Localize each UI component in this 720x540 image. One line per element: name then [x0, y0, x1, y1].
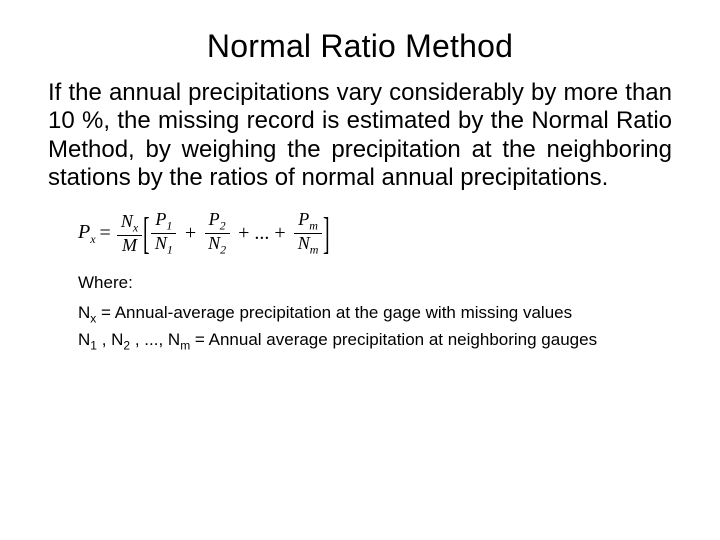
where-label: Where: — [78, 271, 672, 296]
def-nlist: N1 , N2 , ..., Nm = Annual average preci… — [78, 328, 672, 355]
formula-block: Px = Nx M [ P1 N1 + P2 N2 + ... + Pm Nm … — [78, 210, 672, 257]
coef-den: M — [118, 236, 141, 256]
def-nx: Nx = Annual-average precipitation at the… — [78, 301, 672, 328]
coef-den-var: M — [122, 235, 137, 255]
lhs: Px — [78, 221, 96, 247]
sep2: , ..., — [130, 330, 168, 349]
plus-1: + — [185, 222, 196, 245]
coef-fraction: Nx M — [117, 212, 142, 256]
tm-den-var: N — [298, 233, 310, 253]
right-bracket-icon: ] — [323, 212, 330, 256]
tm-num-var: P — [298, 209, 309, 229]
term-1: P1 N1 — [151, 210, 177, 257]
term-2: P2 N2 — [204, 210, 230, 257]
coef-num-var: N — [121, 211, 133, 231]
description-paragraph: If the annual precipitations vary consid… — [48, 79, 672, 192]
t2-den-var: N — [208, 233, 220, 253]
t2-num-sub: 2 — [220, 219, 226, 233]
lhs-sub: x — [90, 232, 95, 246]
nx-text: = Annual-average precipitation at the ga… — [96, 303, 572, 322]
n1-var: N — [78, 330, 90, 349]
t1-den-var: N — [155, 233, 167, 253]
term-m: Pm Nm — [294, 210, 323, 257]
formula-equation: Px = Nx M [ P1 N1 + P2 N2 + ... + Pm Nm … — [78, 210, 672, 257]
nx-var: N — [78, 303, 90, 322]
nm-var: N — [168, 330, 180, 349]
t2-den-sub: 2 — [220, 243, 226, 257]
equals-sign: = — [100, 222, 111, 245]
lhs-var: P — [78, 221, 90, 243]
tm-num-sub: m — [309, 219, 318, 233]
t1-num-sub: 1 — [166, 219, 172, 233]
n2-var: N — [111, 330, 123, 349]
sep1: , — [97, 330, 111, 349]
nm-sub: m — [180, 339, 190, 353]
ellipsis: + ... + — [238, 222, 286, 245]
tm-den-sub: m — [310, 243, 319, 257]
page-title: Normal Ratio Method — [48, 28, 672, 65]
t1-num-var: P — [155, 209, 166, 229]
t1-den-sub: 1 — [167, 243, 173, 257]
left-bracket-icon: [ — [143, 212, 150, 256]
nlist-text: = Annual average precipitation at neighb… — [190, 330, 597, 349]
n1-sub: 1 — [90, 339, 97, 353]
coef-num: Nx — [117, 212, 142, 236]
coef-num-sub: x — [133, 220, 138, 234]
t2-num-var: P — [209, 209, 220, 229]
where-block: Where: Nx = Annual-average precipitation… — [78, 271, 672, 355]
